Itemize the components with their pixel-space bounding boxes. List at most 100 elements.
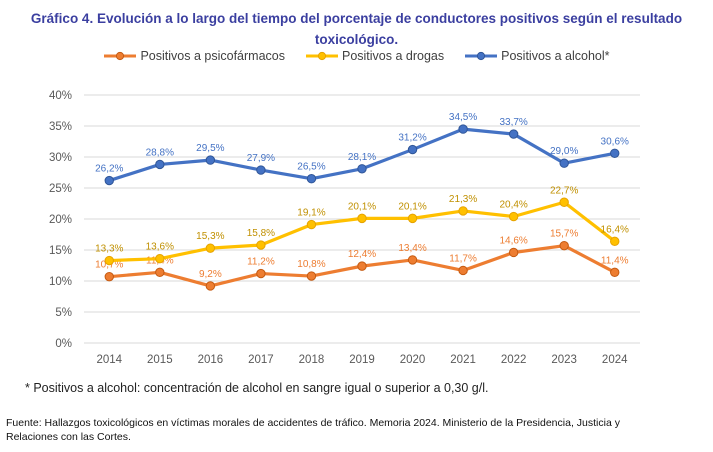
data-label: 20,1% xyxy=(398,201,426,212)
source-note: Fuente: Hallazgos toxicológicos en vícti… xyxy=(6,416,706,444)
data-label: 26,2% xyxy=(95,164,123,175)
legend-marker-icon xyxy=(104,51,137,61)
legend-label: Positivos a alcohol* xyxy=(501,49,610,63)
data-point xyxy=(559,158,569,168)
legend-item-alcohol: Positivos a alcohol* xyxy=(464,49,610,63)
data-point xyxy=(256,268,266,279)
data-point xyxy=(508,129,519,139)
data-point xyxy=(256,240,266,250)
data-point xyxy=(610,267,620,278)
data-point xyxy=(104,175,114,186)
data-point xyxy=(155,253,165,264)
data-label: 29,0% xyxy=(550,146,578,157)
y-tick-label: 40% xyxy=(49,90,72,102)
source-line2: Relaciones con las Cortes. xyxy=(6,431,131,443)
chart-title-line1: Gráfico 4. Evolución a lo largo del tiem… xyxy=(30,11,683,26)
line-chart: 0% 5% 10% 15% 20% 25% 30% 35% 40% 2014 2015 2016 201… xyxy=(49,90,640,366)
data-label: 27,9% xyxy=(247,153,275,164)
data-point xyxy=(256,165,266,175)
x-tick-label: 2017 xyxy=(248,354,274,366)
data-label: 20,1% xyxy=(348,201,376,212)
x-tick-label: 2014 xyxy=(96,354,122,366)
data-label: 34,5% xyxy=(449,112,477,123)
data-label: 29,5% xyxy=(196,143,224,154)
data-label: 11,4% xyxy=(601,255,629,266)
legend-item-drogas: Positivos a drogas xyxy=(305,49,444,63)
data-label: 15,8% xyxy=(247,228,275,239)
y-tick-label: 20% xyxy=(49,214,72,226)
data-point xyxy=(508,211,519,222)
data-point xyxy=(357,164,367,174)
data-point xyxy=(559,240,569,251)
y-tick-label: 0% xyxy=(55,338,72,350)
data-label: 16,4% xyxy=(601,224,629,235)
data-point xyxy=(306,219,317,230)
data-label: 13,4% xyxy=(398,243,426,254)
data-point xyxy=(559,197,569,207)
legend-item-psicofarmacos: Positivos a psicofármacos xyxy=(103,49,285,63)
data-label: 11,2% xyxy=(247,257,275,268)
data-point xyxy=(104,255,114,266)
data-label: 33,7% xyxy=(499,117,527,128)
data-point xyxy=(155,159,165,170)
data-label: 26,5% xyxy=(297,162,325,173)
x-tick-label: 2019 xyxy=(349,354,375,366)
data-label: 28,1% xyxy=(348,152,376,163)
footnote: * Positivos a alcohol: concentración de … xyxy=(25,381,489,395)
data-label: 20,4% xyxy=(499,200,527,211)
data-point xyxy=(458,206,468,216)
legend-label: Positivos a psicofármacos xyxy=(140,49,285,63)
data-label: 12,4% xyxy=(348,249,376,260)
data-point xyxy=(205,243,216,253)
data-label: 11,7% xyxy=(449,253,477,264)
data-point xyxy=(155,267,165,278)
data-label: 9,2% xyxy=(199,269,222,280)
data-label: 31,2% xyxy=(398,133,426,144)
data-label: 28,8% xyxy=(146,147,174,158)
data-point xyxy=(407,255,418,265)
x-tick-label: 2016 xyxy=(198,354,224,366)
x-tick-label: 2024 xyxy=(602,354,628,366)
x-tick-label: 2021 xyxy=(450,354,476,366)
y-tick-label: 30% xyxy=(49,152,72,164)
data-label: 10,8% xyxy=(297,259,325,270)
source-line1: Fuente: Hallazgos toxicológicos en vícti… xyxy=(6,417,620,429)
x-tick-label: 2023 xyxy=(551,354,577,366)
data-label: 30,6% xyxy=(601,136,629,147)
data-point xyxy=(610,148,620,158)
data-label: 14,6% xyxy=(499,235,527,246)
data-label: 19,1% xyxy=(297,208,325,219)
legend-label: Positivos a drogas xyxy=(341,49,445,63)
x-tick-label: 2018 xyxy=(299,354,325,366)
data-point xyxy=(357,261,367,271)
data-label: 13,3% xyxy=(95,244,123,255)
chart-title: Gráfico 4. Evolución a lo largo del tiem… xyxy=(0,8,713,50)
y-tick-label: 25% xyxy=(49,183,72,195)
x-tick-label: 2022 xyxy=(501,354,527,366)
data-label: 15,3% xyxy=(196,231,224,242)
y-tick-label: 10% xyxy=(49,276,72,288)
data-point xyxy=(458,124,468,134)
data-point xyxy=(357,213,367,224)
x-tick-label: 2015 xyxy=(147,354,173,366)
legend-marker-icon xyxy=(465,51,498,61)
data-point xyxy=(508,247,519,258)
data-point xyxy=(407,213,418,224)
legend-marker-icon xyxy=(305,51,338,61)
data-point xyxy=(610,236,620,247)
data-label: 15,7% xyxy=(550,229,578,240)
data-point xyxy=(407,144,418,155)
data-point xyxy=(104,271,114,282)
data-label: 13,6% xyxy=(146,242,174,253)
data-point xyxy=(458,265,468,276)
legend: Positivos a psicofármacos Positivos a dr… xyxy=(0,49,713,63)
data-label: 21,3% xyxy=(449,194,477,205)
data-point xyxy=(205,155,216,165)
y-tick-label: 35% xyxy=(49,121,72,133)
data-label: 22,7% xyxy=(550,185,578,196)
y-tick-label: 5% xyxy=(55,307,72,319)
x-tick-label: 2020 xyxy=(400,354,426,366)
data-point xyxy=(306,271,317,281)
data-point xyxy=(306,174,317,184)
chart-title-line2: toxicológico. xyxy=(314,32,399,47)
